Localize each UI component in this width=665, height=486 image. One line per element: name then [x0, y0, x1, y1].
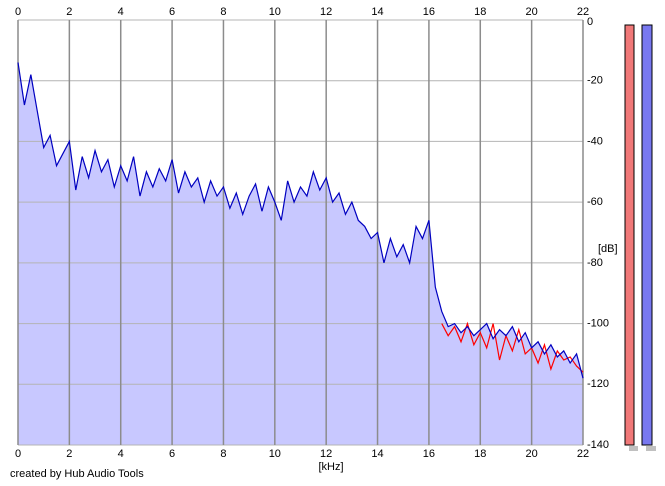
x-tick-label: 16	[423, 6, 435, 18]
x-tick-label: 18	[474, 6, 486, 18]
x-tick-label: 10	[269, 448, 281, 460]
x-tick-label: 12	[320, 448, 332, 460]
x-tick-label: 6	[169, 6, 175, 18]
spectrum-line	[17, 62, 584, 379]
x-tick-label: 18	[474, 448, 486, 460]
y-tick-label: -40	[587, 135, 603, 147]
y-tick-label: -140	[587, 439, 609, 451]
y-tick-label: 0	[587, 16, 593, 28]
spectrum-fill	[18, 62, 583, 445]
y-tick-label: -120	[587, 378, 609, 390]
x-tick-label: 4	[118, 448, 124, 460]
x-tick-label: 20	[526, 448, 538, 460]
x-tick-label: 2	[66, 448, 72, 460]
x-tick-label: 22	[577, 448, 589, 460]
y-tick-label: -60	[587, 196, 603, 208]
x-tick-label: 6	[169, 448, 175, 460]
credit: created by Hub Audio Tools	[10, 468, 144, 480]
x-tick-label: 0	[15, 6, 21, 18]
x-tick-label: 22	[577, 6, 589, 18]
y-tick-label: -20	[587, 75, 603, 87]
meter-shadow	[646, 446, 656, 451]
y-tick-label: -100	[587, 317, 609, 329]
x-tick-label: 4	[118, 6, 124, 18]
x-tick-label: 2	[66, 6, 72, 18]
x-tick-label: 0	[15, 448, 21, 460]
x-tick-label: 16	[423, 448, 435, 460]
x-tick-label: 8	[220, 448, 226, 460]
x-tick-label: 14	[371, 448, 383, 460]
left-level-meter	[624, 24, 635, 446]
x-tick-label: 12	[320, 6, 332, 18]
x-tick-label: 8	[220, 6, 226, 18]
x-tick-label: 10	[269, 6, 281, 18]
y-tick-label: -80	[587, 257, 603, 269]
meter-shadow	[629, 446, 638, 451]
right-level-meter	[641, 24, 653, 446]
y-axis-label: [dB]	[598, 243, 618, 255]
x-tick-label: 20	[526, 6, 538, 18]
x-axis-label: [kHz]	[318, 461, 343, 473]
x-tick-label: 14	[371, 6, 383, 18]
spectrum-line	[441, 321, 584, 373]
